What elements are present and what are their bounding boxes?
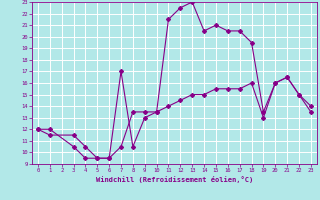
- X-axis label: Windchill (Refroidissement éolien,°C): Windchill (Refroidissement éolien,°C): [96, 176, 253, 183]
